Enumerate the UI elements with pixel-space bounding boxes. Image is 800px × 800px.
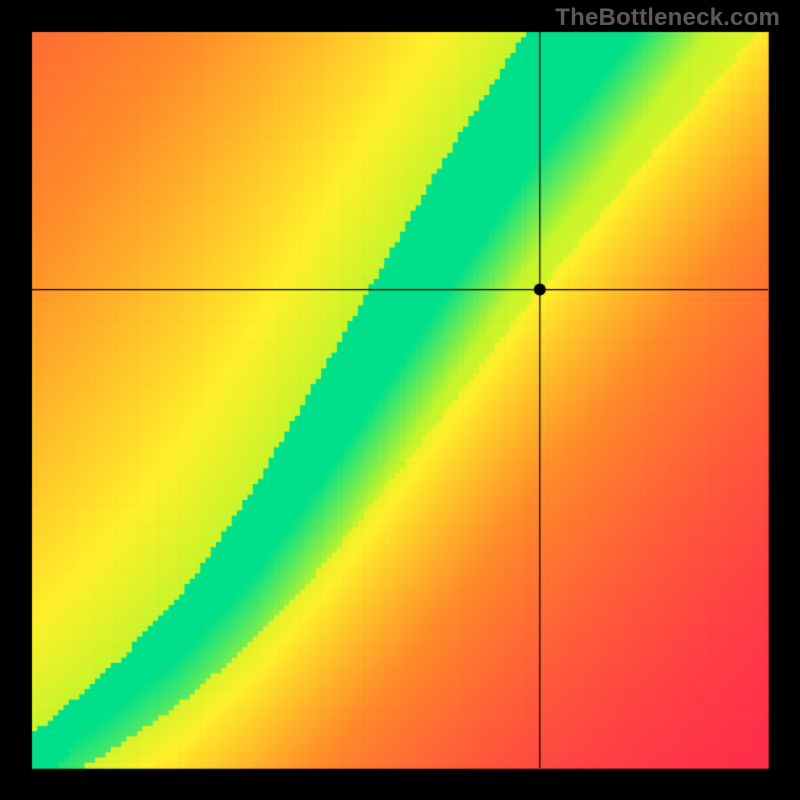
watermark-text: TheBottleneck.com [555,4,780,32]
chart-container: { "watermark": { "text": "TheBottleneck.… [0,0,800,800]
bottleneck-heatmap [0,0,800,800]
